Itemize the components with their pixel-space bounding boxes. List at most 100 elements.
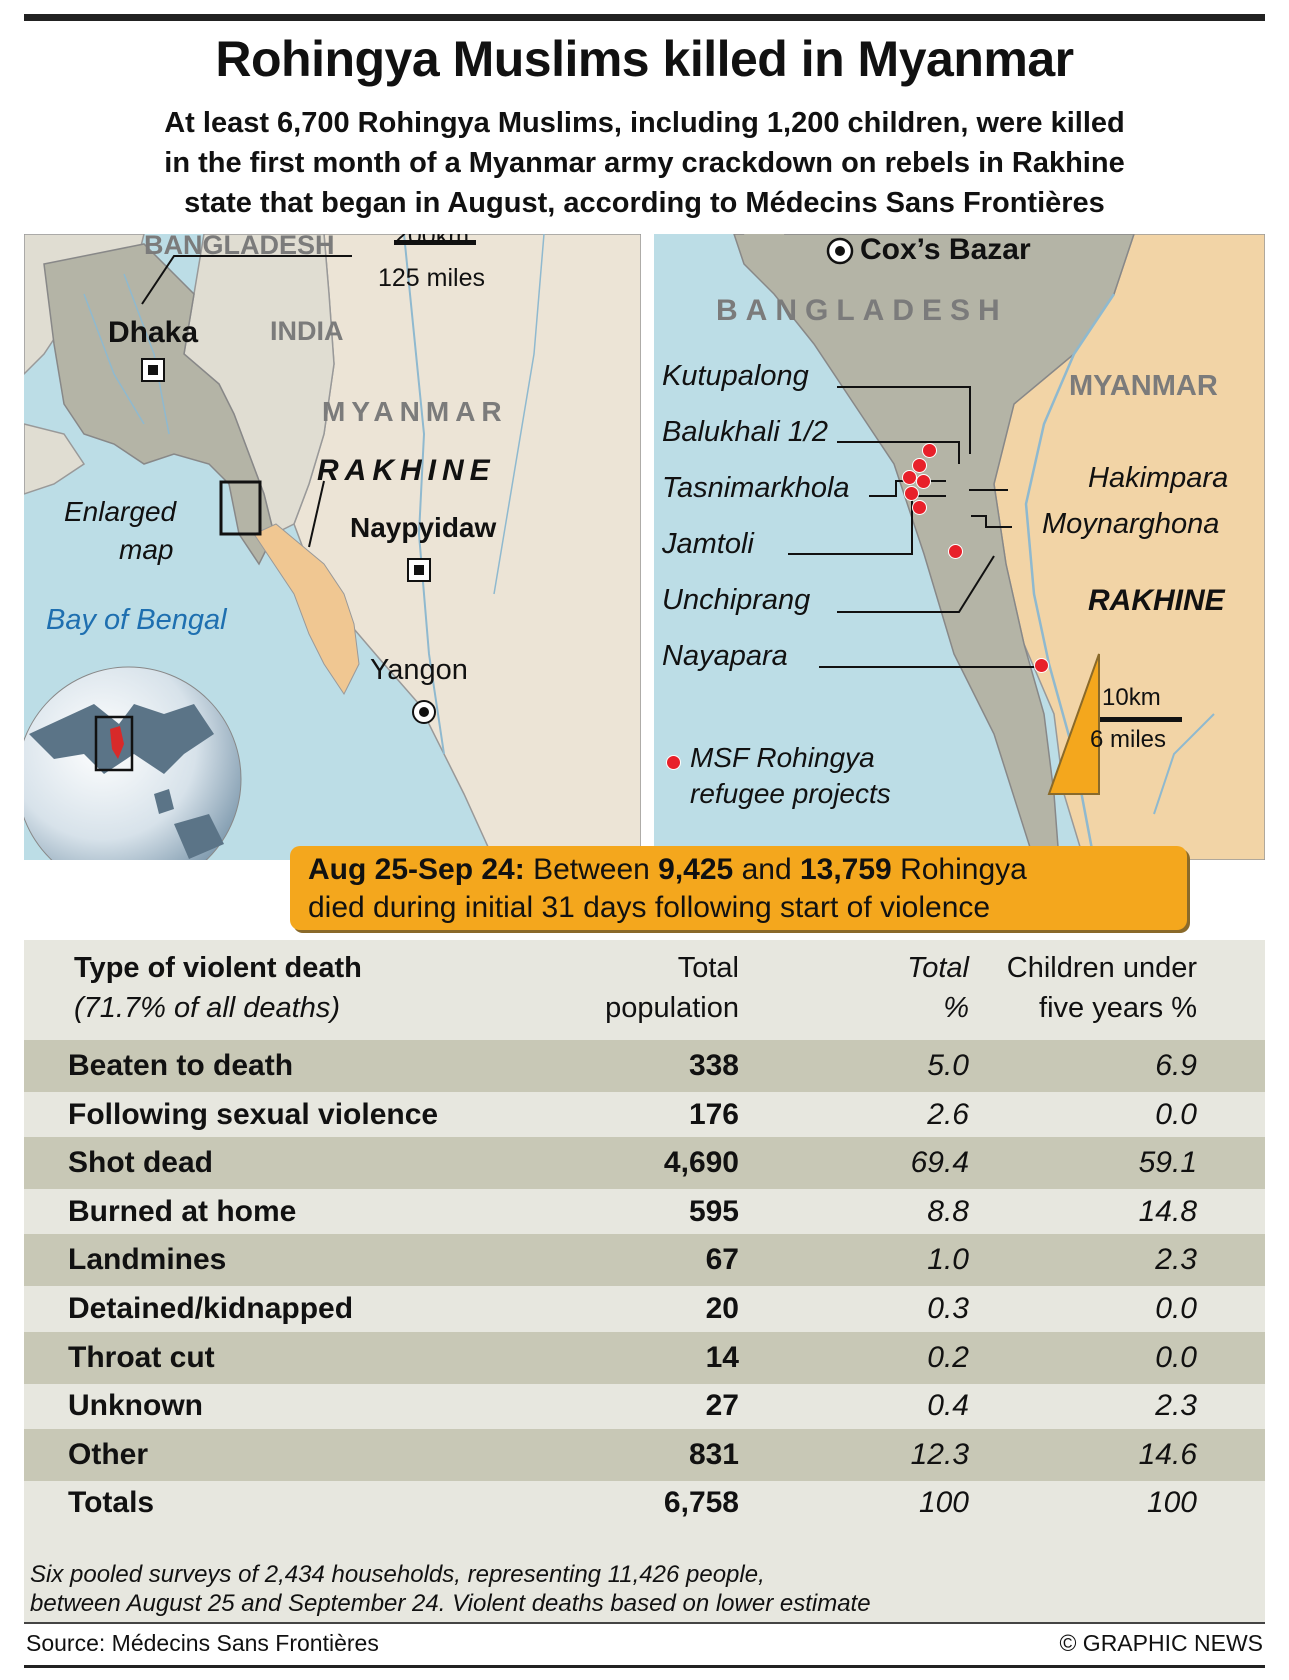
cell-percent: 8.8 — [927, 1194, 969, 1228]
cell-children: 59.1 — [1138, 1146, 1197, 1180]
callout-text-1: Between — [524, 853, 659, 886]
scale-km: 200km — [394, 234, 470, 250]
header-type-note: (71.7% of all deaths) — [74, 992, 340, 1024]
label-bay-of-bengal: Bay of Bengal — [46, 604, 227, 636]
cell-total: 27 — [705, 1389, 739, 1423]
label-nayapara: Nayapara — [662, 640, 788, 672]
label-tasnimarkhola: Tasnimarkhola — [662, 472, 850, 504]
scale-km-enlarged: 10km — [1102, 684, 1161, 711]
top-rule — [24, 14, 1265, 21]
legend-marker — [666, 755, 681, 770]
table-row: Throat cut 14 0.2 0.0 — [24, 1331, 1265, 1384]
label-kutupalong: Kutupalong — [662, 360, 809, 392]
intro-line-1: At least 6,700 Rohingya Muslims, includi… — [164, 107, 1125, 139]
callout-text-2: and — [733, 853, 800, 886]
cell-total: 831 — [688, 1437, 739, 1471]
label-coxs-bazar: Cox’s Bazar — [860, 234, 1031, 266]
label-rakhine: RAKHINE — [317, 454, 496, 487]
cell-percent: 5.0 — [927, 1049, 969, 1082]
scale-miles-enlarged: 6 miles — [1090, 726, 1167, 753]
cell-total: 176 — [688, 1097, 739, 1131]
cell-children: 0.0 — [1155, 1292, 1197, 1325]
callout-low-estimate: 9,425 — [658, 853, 734, 886]
cell-percent: 12.3 — [910, 1437, 969, 1471]
cell-type: Shot dead — [68, 1146, 214, 1180]
globe-inset — [24, 666, 242, 860]
cell-children: 0.0 — [1155, 1097, 1197, 1131]
header-total-line-1: Total — [677, 952, 739, 984]
table-header: Type of violent death (71.7% of all deat… — [24, 948, 1265, 1032]
label-dhaka: Dhaka — [108, 316, 199, 349]
label-myanmar-enlarged: MYANMAR — [1069, 370, 1218, 402]
intro-line-3: state that began in August, according to… — [184, 187, 1105, 219]
cell-children: 14.8 — [1138, 1194, 1197, 1228]
cell-type: Burned at home — [68, 1194, 297, 1228]
callout-line-2: died during initial 31 days following st… — [308, 891, 991, 924]
cell-children: 14.6 — [1138, 1437, 1197, 1471]
site-marker-moynarghona — [912, 500, 927, 515]
site-marker-tasnimarkhola — [916, 474, 931, 489]
header-total-line-2: population — [605, 992, 739, 1024]
cell-children: 2.3 — [1155, 1243, 1197, 1277]
site-marker-unchiprang — [948, 544, 963, 559]
cell-percent: 0.2 — [927, 1340, 969, 1374]
legend-label-2: refugee projects — [690, 778, 891, 809]
death-estimate-callout: Aug 25-Sep 24: Between 9,425 and 13,759 … — [290, 846, 1187, 930]
intro-line-2: in the first month of a Myanmar army cra… — [164, 147, 1125, 179]
label-rakhine-enlarged: RAKHINE — [1088, 584, 1225, 617]
cell-percent: 1.0 — [927, 1243, 969, 1277]
table-row: Detained/kidnapped 20 0.3 0.0 — [24, 1283, 1265, 1335]
cell-children: 6.9 — [1155, 1049, 1197, 1082]
cell-type: Other — [68, 1437, 149, 1471]
overview-map: BANGLADESH 200km 125 miles Dhaka INDIA M… — [24, 234, 641, 860]
cell-total: 67 — [705, 1243, 739, 1277]
cell-percent: 0.3 — [927, 1292, 969, 1325]
label-balukhali: Balukhali 1/2 — [662, 416, 829, 448]
footnote-line-2: between August 25 and September 24. Viol… — [30, 1590, 871, 1617]
cell-type: Following sexual violence — [68, 1097, 439, 1131]
table-row: Totals 6,758 100 100 — [24, 1477, 1265, 1529]
enlarged-map-shapes — [733, 234, 1265, 860]
table-row: Shot dead 4,690 69.4 59.1 — [24, 1137, 1265, 1190]
enlarged-map: Cox’s Bazar BANGLADESH MYANMAR Kutupalon… — [654, 234, 1265, 860]
label-jamtoli: Jamtoli — [662, 528, 754, 560]
cell-total: 4,690 — [663, 1146, 739, 1180]
label-india: INDIA — [270, 316, 344, 346]
site-marker-jamtoli — [904, 486, 919, 501]
callout-high-estimate: 13,759 — [799, 853, 892, 886]
table-footnote: Six pooled surveys of 2,434 households, … — [30, 1560, 871, 1618]
cell-total: 338 — [688, 1049, 739, 1082]
header-type: Type of violent death (71.7% of all deat… — [74, 948, 362, 1028]
label-hakimpara: Hakimpara — [1088, 462, 1229, 494]
header-pct-line-1: Total — [907, 952, 969, 984]
label-naypyidaw: Naypyidaw — [350, 512, 497, 543]
cell-type: Detained/kidnapped — [68, 1292, 354, 1325]
table-row: Landmines 67 1.0 2.3 — [24, 1234, 1265, 1287]
cell-type: Unknown — [68, 1389, 203, 1423]
cell-percent: 0.4 — [927, 1389, 969, 1423]
label-moynarghona: Moynarghona — [1042, 508, 1220, 540]
cell-type: Landmines — [68, 1243, 227, 1277]
cell-type: Beaten to death — [68, 1049, 294, 1082]
table-row: Other 831 12.3 14.6 — [24, 1428, 1265, 1481]
site-marker-balukhali — [912, 458, 927, 473]
table-row: Burned at home 595 8.8 14.8 — [24, 1186, 1265, 1238]
label-yangon: Yangon — [370, 654, 468, 686]
footer-rule — [24, 1622, 1265, 1624]
cell-total: 20 — [705, 1292, 739, 1325]
source-credit: Source: Médecins Sans Frontières — [26, 1630, 379, 1656]
header-type-label: Type of violent death — [74, 952, 362, 984]
cell-children: 2.3 — [1155, 1389, 1197, 1423]
table-row: Unknown 27 0.4 2.3 — [24, 1380, 1265, 1432]
callout-line-1: Aug 25-Sep 24: Between 9,425 and 13,759 … — [308, 851, 1169, 889]
callout-text-3: Rohingya — [891, 853, 1027, 886]
page-title: Rohingya Muslims killed in Myanmar — [215, 31, 1074, 87]
cell-total: 595 — [688, 1194, 739, 1228]
overview-map-shapes — [24, 234, 641, 860]
table-row: Beaten to death 338 5.0 6.9 — [24, 1040, 1265, 1092]
callout-date: Aug 25-Sep 24: — [308, 853, 525, 886]
graphic-credit: © GRAPHIC NEWS — [1059, 1630, 1263, 1656]
label-myanmar: MYANMAR — [322, 396, 508, 427]
site-marker-nayapara — [1034, 658, 1049, 673]
site-marker-hakimpara — [902, 470, 917, 485]
